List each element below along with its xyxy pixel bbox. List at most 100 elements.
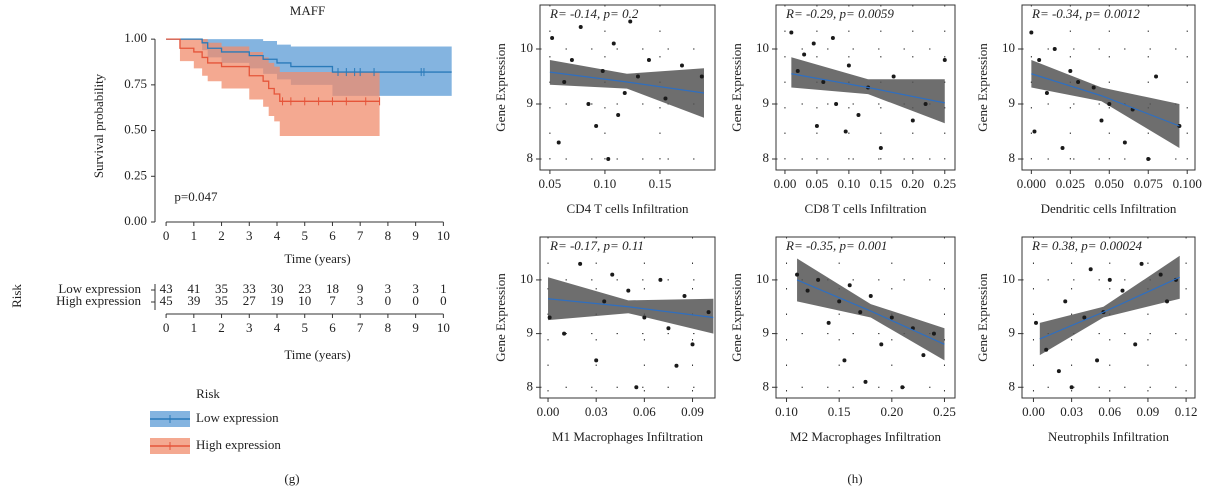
point <box>658 277 663 282</box>
y-tick-label: 10 <box>520 271 533 286</box>
risk-count: 7 <box>329 293 336 308</box>
point <box>868 294 873 299</box>
point <box>1029 30 1034 35</box>
point <box>1044 91 1049 95</box>
confidence-band <box>549 60 704 118</box>
point <box>562 80 567 84</box>
point <box>923 102 928 106</box>
risk-count: 18 <box>326 281 339 296</box>
y-axis-label: Gene Expression <box>729 273 744 362</box>
risk-count: 0 <box>385 293 392 308</box>
point <box>1120 288 1125 293</box>
point <box>802 52 807 57</box>
chart-title: MAFF <box>290 3 325 18</box>
point <box>569 58 574 62</box>
x-tick-label: 8 <box>385 228 392 243</box>
legend-label: Low expression <box>196 410 279 425</box>
x-tick-label: 7 <box>357 228 364 243</box>
point <box>931 331 936 336</box>
y-tick-label: 10 <box>1002 271 1015 286</box>
y-tick-label: 8 <box>1009 378 1016 393</box>
x-tick-label: 3 <box>246 228 253 243</box>
risk-row-label: High expression <box>56 293 141 308</box>
stat-annotation: R= -0.34, p= 0.0012 <box>1031 6 1140 21</box>
point <box>642 315 647 320</box>
y-tick-label: 8 <box>527 378 534 393</box>
y-tick-label: 9 <box>527 325 534 340</box>
point <box>635 74 640 79</box>
x-tick-label: 1 <box>191 228 198 243</box>
point <box>634 385 639 390</box>
x-tick-label: 1 <box>191 320 198 335</box>
point <box>556 140 561 145</box>
point <box>814 124 819 128</box>
point <box>842 358 847 363</box>
risk-count: 9 <box>357 281 364 296</box>
risk-count: 33 <box>243 281 256 296</box>
point <box>1146 157 1151 161</box>
confidence-band <box>797 258 945 361</box>
point <box>795 69 800 73</box>
point <box>606 157 611 161</box>
point <box>1060 146 1065 150</box>
point <box>1082 315 1087 320</box>
x-tick-label: 6 <box>329 320 336 335</box>
risk-row-label: Low expression <box>58 281 141 296</box>
survival-curve <box>166 38 380 102</box>
point <box>1158 272 1163 277</box>
x-tick-label: 0.25 <box>933 404 956 419</box>
x-tick-label: 2 <box>218 228 225 243</box>
risk-count: 0 <box>440 293 447 308</box>
fit-line <box>796 279 945 345</box>
risk-count: 19 <box>271 293 284 308</box>
panel-label: (g) <box>284 471 299 486</box>
x-tick-label: 0.100 <box>1173 176 1202 191</box>
y-tick-label: 8 <box>1009 150 1016 165</box>
x-tick-label: 8 <box>385 320 392 335</box>
y-axis-label: Gene Expression <box>729 43 744 132</box>
x-tick-label: 9 <box>412 228 419 243</box>
point <box>1099 118 1104 123</box>
point <box>1076 80 1081 84</box>
point <box>550 36 555 40</box>
point <box>830 36 835 40</box>
x-tick-label: 0.12 <box>1175 404 1198 419</box>
risk-count: 43 <box>160 281 173 296</box>
y-tick-label: 8 <box>763 150 770 165</box>
x-tick-label: 0.09 <box>1137 404 1160 419</box>
point <box>1068 69 1073 73</box>
x-tick-label: 0.25 <box>933 176 956 191</box>
fit-line <box>547 298 714 319</box>
confidence-band <box>1031 60 1180 148</box>
y-axis-label: Survival probability <box>91 73 106 178</box>
x-tick-label: 10 <box>437 320 450 335</box>
y-tick-label: 0.00 <box>124 213 147 228</box>
point <box>846 63 851 68</box>
point <box>1056 369 1061 374</box>
point <box>910 118 915 123</box>
point <box>942 58 947 62</box>
y-axis-label: Gene Expression <box>493 273 508 362</box>
risk-table-title: Risk <box>9 284 24 308</box>
point <box>843 129 848 134</box>
x-tick-label: 5 <box>301 228 308 243</box>
point <box>1091 85 1096 90</box>
confidence-band <box>791 57 945 124</box>
point <box>826 320 831 325</box>
plot-area <box>1021 236 1196 399</box>
point <box>626 288 631 293</box>
x-tick-label: 0 <box>163 320 170 335</box>
x-tick-label: 0.05 <box>806 176 829 191</box>
legend-title: Risk <box>196 386 220 401</box>
point <box>610 272 615 277</box>
x-tick-label: 0.06 <box>633 404 656 419</box>
point <box>1107 277 1112 282</box>
x-tick-label: 0.00 <box>774 176 797 191</box>
point <box>1088 267 1093 272</box>
point <box>847 283 852 288</box>
fit-line <box>1031 73 1180 127</box>
x-tick-label: 0.05 <box>539 176 562 191</box>
x-tick-label: 0.075 <box>1134 176 1163 191</box>
x-axis-label: M1 Macrophages Infiltration <box>552 429 703 444</box>
risk-count: 35 <box>215 281 228 296</box>
